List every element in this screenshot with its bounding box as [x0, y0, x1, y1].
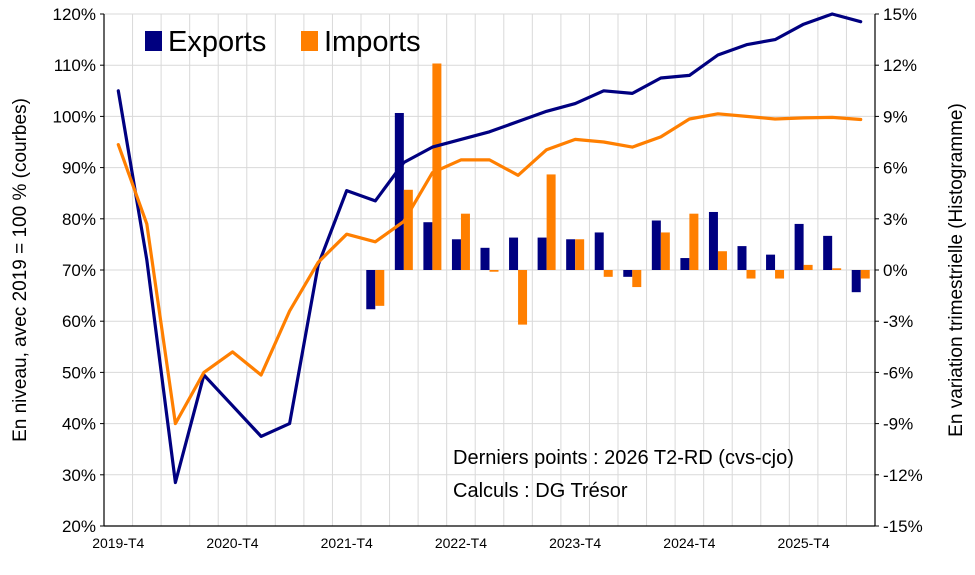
- left-tick-label: 40%: [62, 415, 96, 434]
- bar-exports-2023-T2: [509, 237, 519, 270]
- level-lines: [116, 12, 863, 485]
- bar-exports-2022-T1: [366, 270, 376, 310]
- bar-imports-2025-T2: [746, 270, 756, 279]
- bar-imports-2023-T4: [575, 239, 585, 270]
- right-tick-label: -9%: [883, 415, 913, 434]
- legend-label-imports: Imports: [324, 26, 421, 58]
- bar-exports-2022-T3: [423, 222, 433, 270]
- bar-exports-2026-T1: [823, 235, 833, 270]
- bar-exports-2024-T2: [623, 270, 633, 277]
- bar-imports-2022-T3: [432, 63, 442, 270]
- bar-exports-2025-T1: [708, 211, 718, 270]
- bar-imports-2024-T4: [689, 213, 699, 270]
- bar-imports-2025-T3: [775, 270, 785, 279]
- bar-exports-2025-T3: [766, 254, 776, 270]
- bar-exports-2022-T4: [451, 239, 461, 270]
- note-last-points: Derniers points : 2026 T2-RD (cvs-cjo): [453, 447, 794, 469]
- bar-exports-2026-T2: [851, 270, 861, 293]
- left-tick-label: 80%: [62, 210, 96, 229]
- bar-exports-2024-T3: [651, 220, 661, 270]
- bar-imports-2025-T4: [803, 264, 813, 270]
- right-tick-label: 9%: [883, 107, 908, 126]
- bar-imports-2023-T3: [546, 174, 556, 270]
- right-axis-ticks: -15% -12% -9% -6% -3% 0% 3% 6% 9% 12% 15%: [875, 5, 923, 536]
- x-tick-label: 2023-T4: [549, 535, 601, 551]
- right-tick-label: -12%: [883, 466, 923, 485]
- left-tick-label: 30%: [62, 466, 96, 485]
- right-tick-label: 12%: [883, 56, 917, 75]
- right-tick-label: 3%: [883, 210, 908, 229]
- bar-imports-2026-T1: [832, 268, 842, 270]
- right-tick-label: 6%: [883, 159, 908, 178]
- left-tick-label: 90%: [62, 159, 96, 178]
- left-tick-label: 20%: [62, 517, 96, 536]
- histogram-bars: [366, 63, 870, 325]
- right-tick-label: 15%: [883, 5, 917, 24]
- right-tick-label: -6%: [883, 363, 913, 382]
- note-source: Calculs : DG Trésor: [453, 480, 628, 502]
- bar-exports-2024-T1: [594, 232, 604, 270]
- x-tick-label: 2022-T4: [435, 535, 487, 551]
- x-tick-label: 2020-T4: [206, 535, 258, 551]
- bar-imports-2024-T2: [632, 270, 642, 288]
- bar-exports-2022-T2: [394, 112, 404, 270]
- x-tick-label: 2019-T4: [92, 535, 144, 551]
- bar-imports-2022-T4: [460, 213, 470, 270]
- right-tick-label: 0%: [883, 261, 908, 280]
- bar-exports-2025-T2: [737, 246, 747, 270]
- legend: Exports Imports: [145, 26, 421, 58]
- bar-imports-2022-T2: [403, 189, 413, 270]
- bar-imports-2023-T2: [518, 270, 528, 325]
- right-tick-label: -15%: [883, 517, 923, 536]
- line-exports: [116, 12, 863, 485]
- bar-imports-2025-T1: [717, 251, 727, 270]
- left-tick-label: 70%: [62, 261, 96, 280]
- left-tick-label: 60%: [62, 312, 96, 331]
- right-axis-title: En variation trimestrielle (Histogramme): [946, 103, 967, 437]
- bar-imports-2022-T1: [375, 270, 385, 306]
- bar-imports-2024-T3: [660, 232, 670, 270]
- bar-imports-2026-T2: [860, 270, 870, 279]
- legend-swatch-exports: [145, 31, 162, 51]
- x-tick-label: 2021-T4: [321, 535, 373, 551]
- bar-exports-2023-T4: [566, 239, 576, 270]
- x-axis-ticks: 2019-T4 2020-T4 2021-T4 2022-T4 2023-T4 2024-…: [92, 535, 830, 551]
- bar-exports-2023-T1: [480, 247, 490, 270]
- left-axis-title: En niveau, avec 2019 = 100 % (courbes): [10, 98, 31, 442]
- left-tick-label: 100%: [53, 107, 96, 126]
- bar-exports-2023-T3: [537, 237, 547, 270]
- left-tick-label: 120%: [53, 5, 96, 24]
- line-imports: [116, 112, 863, 426]
- bar-imports-2024-T1: [603, 270, 613, 277]
- legend-label-exports: Exports: [168, 26, 266, 58]
- left-axis-ticks: 20% 30% 40% 50% 60% 70% 80% 90% 100% 110% 120%: [53, 5, 104, 536]
- left-tick-label: 110%: [54, 56, 96, 75]
- x-tick-label: 2025-T4: [778, 535, 830, 551]
- bar-exports-2025-T4: [794, 223, 804, 270]
- right-tick-label: -3%: [883, 312, 913, 331]
- bar-imports-2023-T1: [489, 270, 499, 272]
- x-tick-label: 2024-T4: [663, 535, 715, 551]
- left-tick-label: 50%: [62, 363, 96, 382]
- legend-swatch-imports: [301, 31, 318, 51]
- bar-exports-2024-T4: [680, 258, 690, 270]
